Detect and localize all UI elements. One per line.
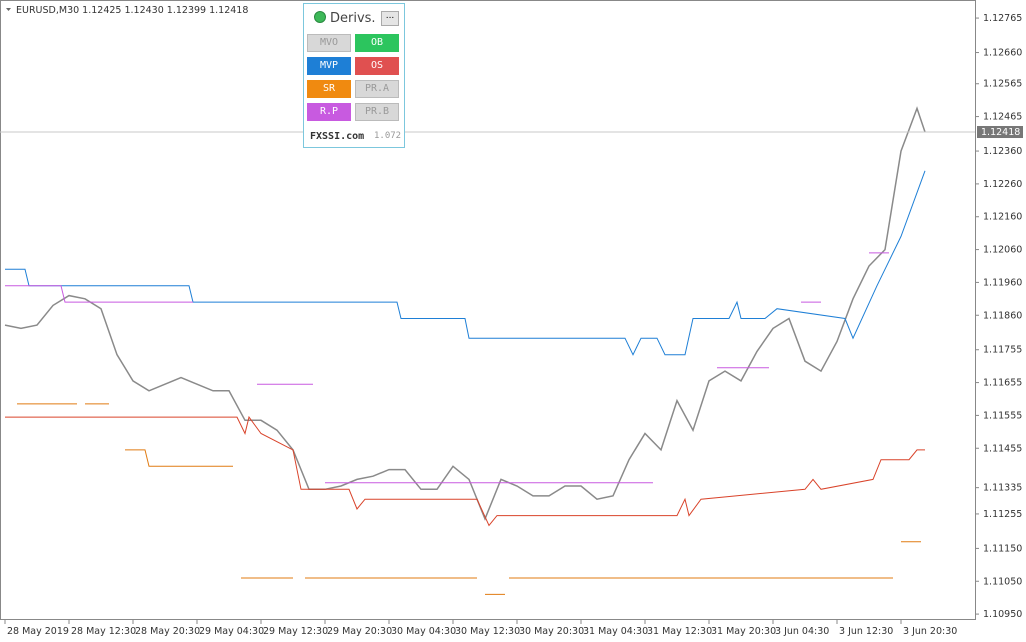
x-tick-label: 28 May 20:30 [135, 626, 200, 637]
mvp-button[interactable]: MVP [307, 57, 351, 75]
y-tick-label: 1.12660 [983, 48, 1022, 59]
y-tick-label: 1.10950 [983, 609, 1022, 620]
x-tick-label: 29 May 20:30 [327, 626, 392, 637]
y-tick-label: 1.11755 [983, 345, 1022, 356]
plot-frame [0, 0, 976, 620]
x-tick-label: 31 May 12:30 [647, 626, 712, 637]
rp-button[interactable]: R.P [307, 103, 351, 121]
y-tick-label: 1.12565 [983, 79, 1022, 90]
series-line [4, 106, 926, 521]
x-tick-label: 29 May 04:30 [199, 626, 264, 637]
x-tick-label: 3 Jun 04:30 [775, 626, 829, 637]
y-tick-label: 1.12260 [983, 179, 1022, 190]
x-tick-label: 28 May 12:30 [71, 626, 136, 637]
x-tick-label: 29 May 12:30 [263, 626, 328, 637]
os-button[interactable]: OS [355, 57, 399, 75]
y-tick-label: 1.12160 [983, 212, 1022, 223]
derivs-panel: Derivs. ... MVO OB MVP OS SR PR.A R.P PR… [303, 3, 405, 148]
sr-button[interactable]: SR [307, 80, 351, 98]
series-line [17, 403, 921, 595]
series-line [5, 252, 889, 484]
x-tick-label: 31 May 04:30 [583, 626, 648, 637]
y-tick-label: 1.11255 [983, 509, 1022, 520]
y-tick-label: 1.11335 [983, 483, 1022, 494]
y-tick-label: 1.12465 [983, 112, 1022, 123]
series-line [5, 415, 925, 527]
current-price-box [977, 126, 1023, 139]
y-tick-label: 1.12060 [983, 245, 1022, 256]
version-label: 1.072 [374, 131, 402, 141]
x-tick-label: 30 May 20:30 [519, 626, 584, 637]
menu-button[interactable]: ... [381, 11, 399, 26]
x-tick-label: 28 May 2019 [7, 626, 69, 637]
x-tick-label: 30 May 04:30 [391, 626, 456, 637]
x-tick-label: 30 May 12:30 [455, 626, 520, 637]
site-label: FXSSI.com [310, 131, 365, 142]
mvo-button[interactable]: MVO [307, 34, 351, 52]
y-tick-label: 1.12360 [983, 146, 1022, 157]
pra-button[interactable]: PR.A [355, 80, 399, 98]
panel-title: Derivs. [330, 11, 376, 26]
y-tick-label: 1.11555 [983, 410, 1022, 421]
panel-header: Derivs. [314, 11, 376, 26]
current-price-label: 1.12418 [981, 127, 1020, 138]
x-tick-label: 3 Jun 20:30 [903, 626, 957, 637]
y-tick-label: 1.12765 [983, 13, 1022, 24]
series-line [5, 170, 926, 356]
x-tick-label: 31 May 20:30 [711, 626, 776, 637]
x-tick-label: 3 Jun 12:30 [839, 626, 893, 637]
y-tick-label: 1.11860 [983, 310, 1022, 321]
y-tick-label: 1.11655 [983, 378, 1022, 389]
symbol-arrow [6, 8, 11, 11]
ob-button[interactable]: OB [355, 34, 399, 52]
chart-title: EURUSD,M30 1.12425 1.12430 1.12399 1.124… [16, 5, 248, 16]
y-tick-label: 1.11150 [983, 543, 1022, 554]
y-tick-label: 1.11960 [983, 277, 1022, 288]
prb-button[interactable]: PR.B [355, 103, 399, 121]
y-tick-label: 1.11455 [983, 443, 1022, 454]
y-tick-label: 1.11050 [983, 576, 1022, 587]
